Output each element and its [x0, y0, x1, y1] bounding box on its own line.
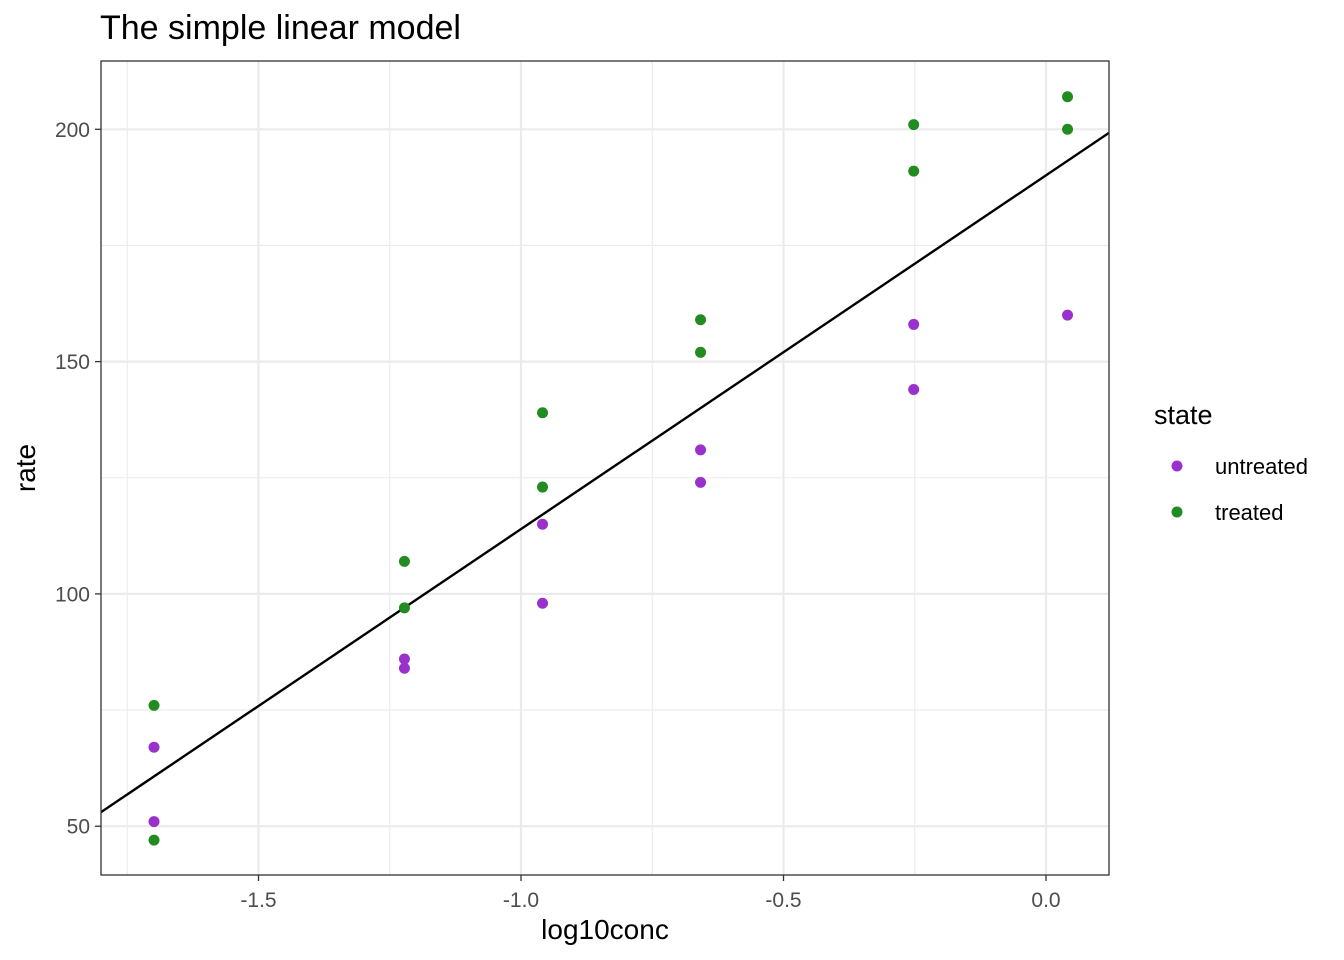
- data-point-untreated: [695, 476, 707, 488]
- x-axis-ticks: -1.5 -1.0 -0.5 0.0: [240, 875, 1061, 912]
- chart-title: The simple linear model: [100, 9, 461, 47]
- data-point-treated: [1062, 91, 1074, 103]
- points-layer: [148, 91, 1074, 846]
- legend-key-untreated: [1171, 460, 1183, 472]
- y-axis-ticks: 50 100 150 200: [55, 119, 101, 839]
- data-point-treated: [398, 555, 410, 567]
- data-point-treated: [148, 699, 160, 711]
- data-point-untreated: [398, 653, 410, 665]
- legend: state untreated treated: [1154, 400, 1308, 525]
- legend-label-treated: treated: [1215, 500, 1284, 525]
- plot-panel: [101, 61, 1109, 875]
- y-tick-label: 200: [55, 119, 90, 142]
- y-axis-title: rate: [10, 444, 41, 492]
- x-tick-label: -1.0: [503, 889, 539, 912]
- data-point-treated: [908, 119, 920, 131]
- data-point-untreated: [148, 816, 160, 828]
- data-point-untreated: [695, 444, 707, 456]
- data-point-treated: [537, 481, 549, 493]
- plot-border: [100, 60, 1110, 876]
- data-point-treated: [537, 407, 549, 419]
- data-point-treated: [695, 314, 707, 326]
- data-point-untreated: [908, 318, 920, 330]
- data-point-treated: [398, 602, 410, 614]
- legend-key-treated: [1171, 506, 1183, 518]
- data-point-treated: [695, 346, 707, 358]
- legend-title: state: [1154, 400, 1213, 430]
- major-grid: [101, 61, 1109, 875]
- data-point-untreated: [148, 741, 160, 753]
- data-point-treated: [148, 834, 160, 846]
- y-tick-label: 50: [67, 816, 90, 839]
- y-tick-label: 150: [55, 351, 90, 374]
- y-tick-label: 100: [55, 583, 90, 606]
- fit-line-layer: [101, 131, 1109, 814]
- legend-label-untreated: untreated: [1215, 454, 1308, 479]
- x-tick-label: 0.0: [1031, 889, 1060, 912]
- legend-entries: untreated treated: [1171, 454, 1308, 525]
- data-point-untreated: [537, 518, 549, 530]
- data-point-treated: [908, 165, 920, 177]
- data-point-untreated: [908, 383, 920, 395]
- x-tick-label: -1.5: [240, 889, 276, 912]
- data-point-untreated: [398, 662, 410, 674]
- data-point-untreated: [537, 597, 549, 609]
- data-point-untreated: [1062, 309, 1074, 321]
- x-axis-title: log10conc: [541, 914, 669, 945]
- data-point-treated: [1062, 123, 1074, 135]
- x-tick-label: -0.5: [765, 889, 801, 912]
- regression-line: [101, 131, 1109, 814]
